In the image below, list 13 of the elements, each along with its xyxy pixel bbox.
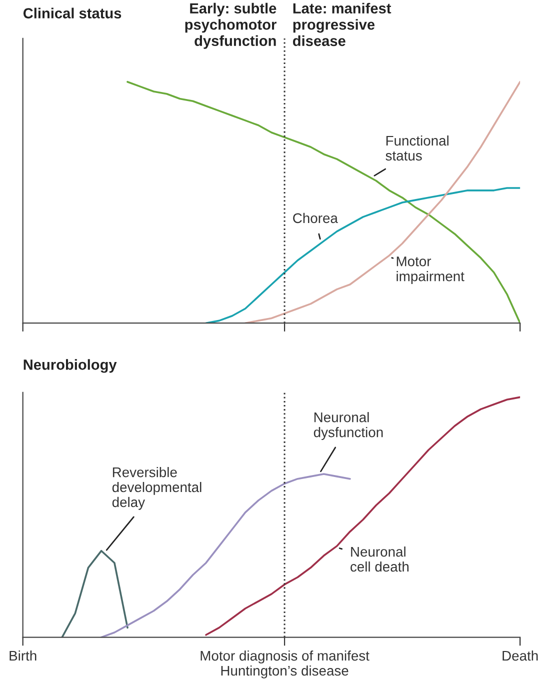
series-label: Chorea (293, 212, 338, 224)
series-label: Neuronal cell death (350, 546, 409, 572)
series-label: Motor impairment (396, 256, 464, 284)
x-tick-label: Motor diagnosis of manifest Huntington’s disease (200, 650, 370, 678)
x-tick-label: Birth (10, 650, 36, 661)
text: Late: manifest progressive disease (292, 2, 392, 46)
chart-title: Neurobiology (24, 359, 117, 373)
text: Early: subtle psychomotor dysfunction (185, 2, 276, 49)
text: Neuronal dysfunction (314, 412, 383, 440)
series-label: Functional status (386, 135, 448, 161)
x-tick-label: Death (502, 650, 538, 661)
text: Reversible developmental delay (112, 467, 202, 510)
chart-title: Clinical status (23, 8, 122, 18)
